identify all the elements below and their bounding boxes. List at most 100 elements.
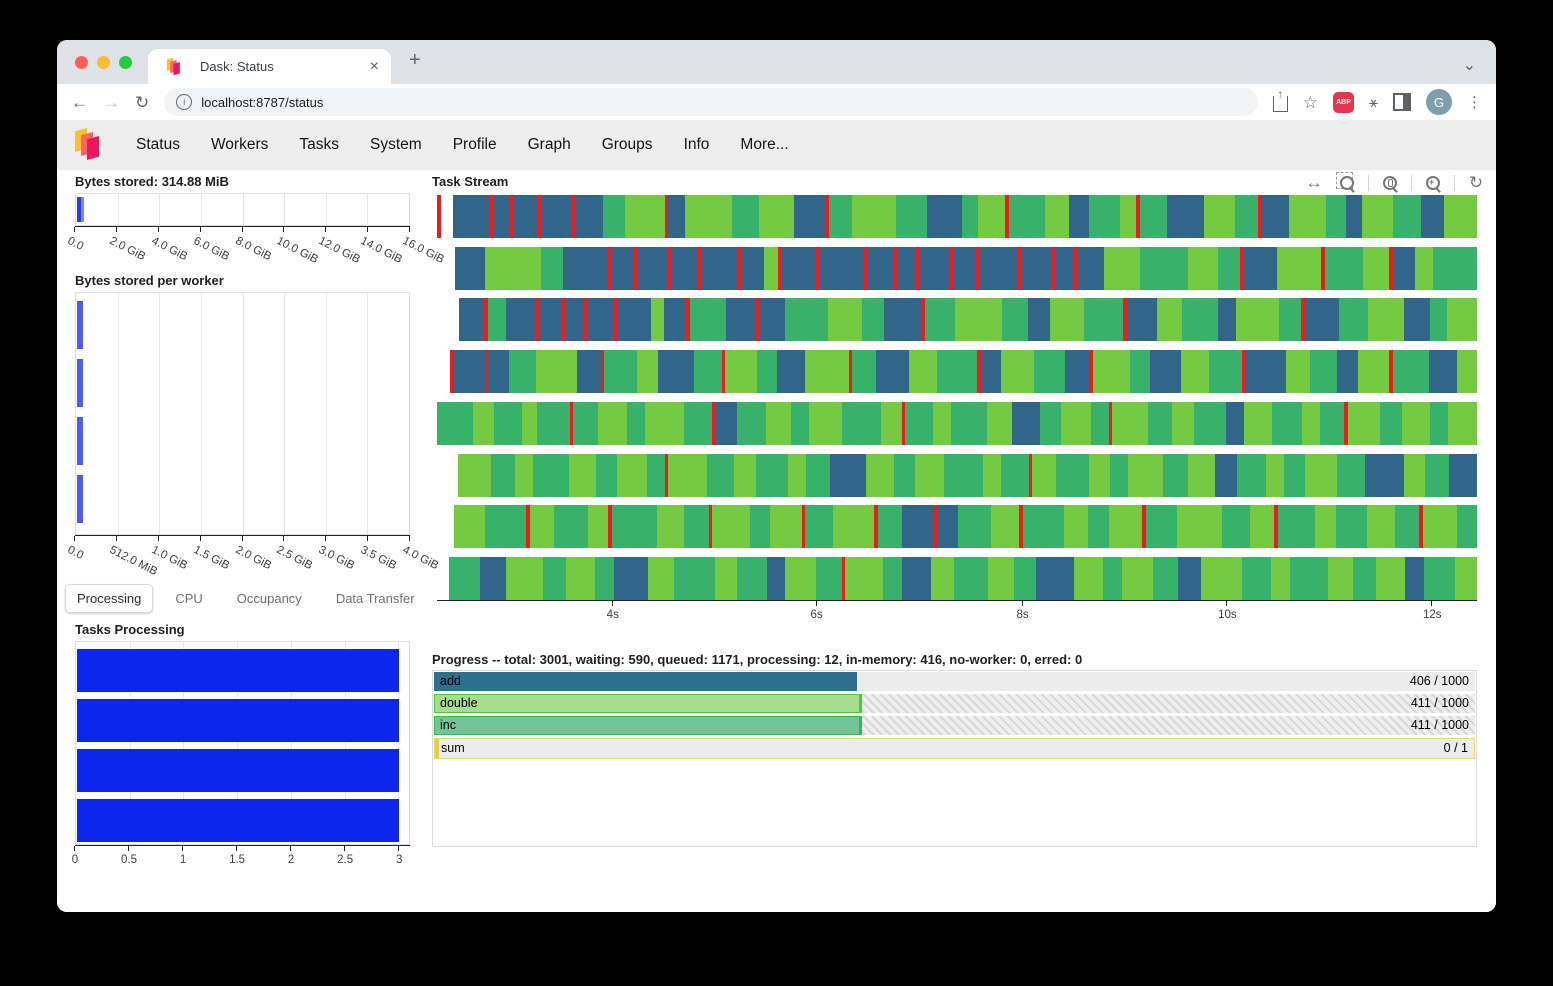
nav-item-workers[interactable]: Workers: [210, 136, 269, 153]
pan-x-tool-icon[interactable]: ↔: [1305, 173, 1323, 192]
task-segment: [830, 453, 866, 497]
tab-cpu[interactable]: CPU: [175, 591, 203, 606]
task-stream-row: [437, 298, 1477, 342]
task-segment: [902, 505, 934, 549]
task-segment: [1454, 556, 1478, 600]
task-segment: [645, 401, 685, 445]
task-segment: [1056, 453, 1089, 497]
task-transfer-segment: [437, 195, 441, 238]
task-segment: [1236, 453, 1266, 497]
task-segment: [876, 350, 910, 394]
zoom-in-tool-icon[interactable]: +: [1421, 171, 1445, 198]
task-stream-chart[interactable]: [437, 195, 1478, 600]
profile-avatar[interactable]: G: [1426, 89, 1452, 115]
gap-segment: [437, 505, 454, 548]
bookmark-star-icon[interactable]: ☆: [1302, 92, 1318, 112]
url-text[interactable]: localhost:8787/status: [201, 94, 324, 110]
axis-tick-label: 14.0 GiB: [358, 235, 404, 267]
task-segment: [980, 246, 1018, 290]
task-segment: [712, 505, 750, 549]
task-transfer-segment: [526, 505, 531, 549]
task-segment: [852, 195, 896, 238]
tab-data-transfer[interactable]: Data Transfer: [335, 591, 415, 606]
nav-item-status[interactable]: Status: [136, 136, 180, 153]
tasks-processing-bar: [77, 799, 400, 842]
nav-item-groups[interactable]: Groups: [601, 136, 653, 153]
extensions-puzzle-icon[interactable]: ⚹: [1368, 93, 1378, 111]
axis-tick-label: 0.5: [121, 854, 138, 866]
nav-item-tasks[interactable]: Tasks: [299, 136, 339, 153]
close-window-button[interactable]: [75, 56, 88, 69]
page-info-icon[interactable]: i: [176, 94, 193, 110]
nav-item-system[interactable]: System: [370, 136, 422, 153]
share-icon[interactable]: [1272, 96, 1288, 112]
task-segment: [736, 401, 767, 445]
task-segment: [1088, 453, 1110, 497]
reload-icon[interactable]: ↻: [135, 92, 150, 112]
task-transfer-segment: [571, 195, 576, 238]
address-bar[interactable]: i localhost:8787/status: [164, 88, 1258, 116]
side-panel-icon[interactable]: [1393, 93, 1411, 111]
back-icon[interactable]: ←: [71, 92, 88, 112]
task-transfer-segment: [977, 350, 981, 394]
adblock-extension-icon[interactable]: ABP: [1332, 91, 1354, 113]
wheel-zoom-tool-icon[interactable]: [1378, 171, 1402, 195]
task-stream-row: [437, 453, 1477, 497]
task-segment: [1234, 195, 1259, 238]
task-segment: [790, 401, 809, 445]
nav-item-info[interactable]: Info: [683, 136, 710, 153]
task-segment: [1245, 350, 1286, 394]
task-segment: [1309, 350, 1338, 394]
browser-toolbar: ← → ↻ i localhost:8787/status ☆ ABP ⚹ G …: [57, 84, 1496, 120]
task-segment: [1217, 298, 1236, 342]
nav-item-graph[interactable]: Graph: [527, 136, 571, 153]
task-transfer-segment: [1419, 505, 1424, 549]
zoom-window-button[interactable]: [119, 56, 132, 69]
tasks-processing-chart[interactable]: [75, 641, 410, 845]
bytes-stored-chart[interactable]: [75, 193, 410, 226]
task-segment: [650, 298, 665, 342]
axis-tick-label: 1.5: [229, 854, 246, 866]
new-tab-button[interactable]: +: [409, 49, 421, 71]
task-transfer-segment: [1258, 195, 1263, 238]
nav-item-profile[interactable]: Profile: [452, 136, 497, 153]
tasks-processing-title: Tasks Processing: [75, 622, 185, 637]
progress-chart[interactable]: add 406 / 1000 double 411 / 1000 inc 411 / 10…: [432, 670, 1477, 847]
gridline: [129, 642, 131, 844]
axis-tick: [157, 227, 159, 232]
task-segment: [1444, 195, 1477, 238]
task-segment: [1364, 453, 1404, 497]
bytes-per-worker-chart[interactable]: [75, 292, 410, 535]
task-transfer-segment: [484, 298, 489, 342]
axis-tick-label: 4s: [606, 609, 619, 621]
gridline: [242, 194, 244, 225]
gap-segment: [437, 454, 458, 497]
bytes-per-worker-bar: [77, 475, 84, 523]
task-transfer-segment: [874, 505, 878, 549]
task-segment: [1023, 505, 1064, 549]
nav-item-more[interactable]: More...: [740, 136, 789, 153]
task-segment: [1338, 298, 1369, 342]
task-segment: [1127, 453, 1164, 497]
task-segment: [1362, 195, 1394, 238]
task-transfer-segment: [712, 401, 716, 445]
box-zoom-tool-icon[interactable]: [1335, 171, 1359, 198]
dask-favicon: [166, 57, 184, 76]
task-segment: [782, 246, 817, 290]
browser-menu-icon[interactable]: ⋮: [1467, 93, 1482, 111]
progress-fill-inc: [434, 716, 862, 735]
task-segment: [725, 298, 756, 342]
tab-occupancy[interactable]: Occupancy: [236, 591, 302, 606]
browser-tab[interactable]: Dask: Status ×: [148, 49, 391, 84]
task-segment: [1035, 556, 1074, 600]
axis-tick: [409, 227, 410, 232]
minimize-window-button[interactable]: [97, 56, 110, 69]
task-segment: [572, 401, 598, 445]
task-segment: [845, 556, 884, 600]
tab-close-icon[interactable]: ×: [369, 57, 379, 75]
reset-tool-icon[interactable]: ↻: [1468, 173, 1484, 192]
task-segment: [488, 350, 509, 394]
tab-search-chevron-icon[interactable]: ⌄: [1462, 57, 1476, 74]
tab-processing[interactable]: Processing: [65, 584, 154, 613]
task-segment: [1182, 298, 1218, 342]
